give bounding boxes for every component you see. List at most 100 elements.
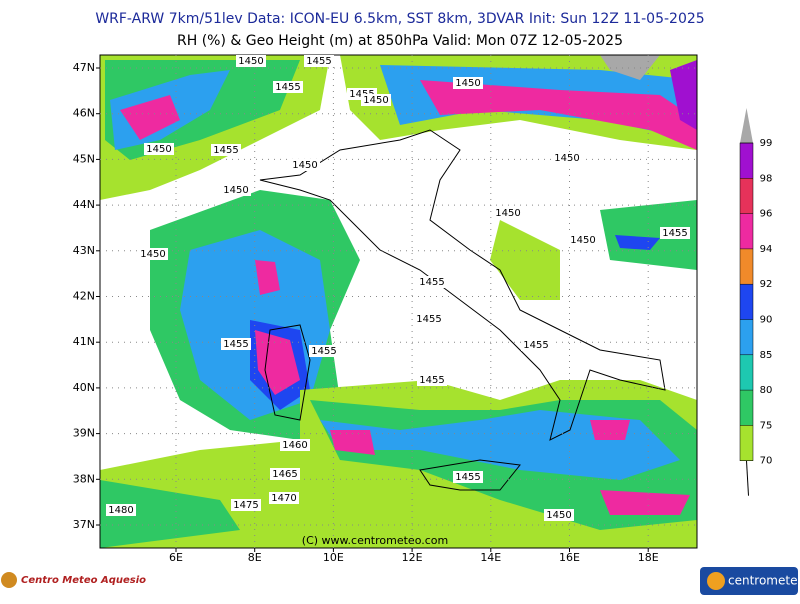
colorbar-segment [740, 354, 753, 391]
contour-label: 1455 [213, 145, 238, 156]
contour-label-bg [138, 248, 168, 260]
contour-label: 1450 [292, 160, 317, 171]
contour-label-bg [453, 77, 483, 89]
contour-label: 1450 [554, 153, 579, 164]
contour-label: 1465 [272, 469, 297, 480]
contour-label-bg [270, 468, 300, 480]
lon-label: 6E [169, 551, 183, 564]
lat-label: 40N [73, 381, 95, 394]
right-logo: centrometeo [700, 567, 800, 595]
contour-label-bg [568, 234, 598, 246]
contour-label: 1455 [416, 314, 441, 325]
contour-label: 1455 [455, 472, 480, 483]
lat-label: 44N [73, 198, 95, 211]
colorbar-tick-label: 94 [760, 244, 773, 255]
colorbar-segment [740, 178, 753, 214]
lon-label: 8E [248, 551, 262, 564]
contour-label-bg [660, 227, 690, 239]
contour-label: 1455 [419, 277, 444, 288]
colorbar-tick-label: 90 [760, 315, 773, 326]
contour-label-bg [309, 345, 339, 357]
left-logo-text: Centro Meteo Aquesio [21, 575, 146, 586]
contour-label: 1450 [223, 185, 248, 196]
map: (C) www.centrometeo.com [99, 54, 698, 549]
lat-label: 39N [73, 427, 95, 440]
subtitle: RH (%) & Geo Height (m) at 850hPa Valid:… [177, 33, 623, 49]
lat-label: 45N [73, 152, 95, 165]
contour-label: 1455 [311, 346, 336, 357]
contour-label-bg [414, 313, 444, 325]
contour-label: 1455 [523, 340, 548, 351]
contour-label-bg [453, 471, 483, 483]
colorbar-tick-label: 70 [760, 456, 773, 467]
contour-label-bg [273, 81, 303, 93]
colorbar-tick-label: 85 [760, 350, 773, 361]
contour-label: 1470 [271, 493, 296, 504]
contour-label: 1455 [223, 339, 248, 350]
contour-label: 1450 [546, 510, 571, 521]
contour-label-bg [231, 499, 261, 511]
lon-label: 14E [480, 551, 501, 564]
colorbar-tick-label: 99 [760, 138, 773, 149]
contour-label: 1450 [140, 249, 165, 260]
colorbar-segment [740, 284, 753, 320]
contour-label: 1450 [570, 235, 595, 246]
colorbar-segment [740, 390, 753, 426]
copyright: (C) www.centrometeo.com [302, 534, 448, 547]
colorbar-segment [740, 248, 753, 285]
lat-label: 41N [73, 335, 95, 348]
contour-label: 1450 [146, 144, 171, 155]
contour-label: 1450 [455, 78, 480, 89]
colorbar-over [740, 108, 753, 143]
contour-label-bg [552, 152, 582, 164]
lat-label: 46N [73, 107, 95, 120]
contour-label-bg [221, 338, 251, 350]
lon-label: 12E [402, 551, 423, 564]
colorbar-tick-label: 80 [760, 385, 773, 396]
right-logo-text: centrometeo [728, 574, 800, 588]
contour-label-bg [493, 207, 523, 219]
contour-label-bg [221, 184, 251, 196]
contour-label: 1450 [238, 56, 263, 67]
contour-label-bg [144, 143, 174, 155]
contour-label-bg [361, 94, 391, 106]
lat-label: 43N [73, 244, 95, 257]
contour-label: 1455 [306, 56, 331, 67]
lon-label: 10E [323, 551, 344, 564]
contour-label-bg [280, 439, 310, 451]
contour-label-bg [304, 55, 334, 67]
lat-label: 37N [73, 518, 95, 531]
contour-label-bg [106, 504, 136, 516]
colorbar-tick-label: 75 [760, 420, 773, 431]
lat-label: 47N [73, 61, 95, 74]
lon-label: 16E [559, 551, 580, 564]
colorbar-tick-label: 98 [760, 173, 773, 184]
colorbar-tick-label: 92 [760, 279, 773, 290]
lat-label: 38N [73, 472, 95, 485]
lat-label: 42N [73, 290, 95, 303]
contour-label-bg [544, 509, 574, 521]
colorbar-segment [740, 319, 753, 355]
contour-label: 1455 [662, 228, 687, 239]
contour-label-bg [236, 55, 266, 67]
colorbar-segment [740, 213, 753, 249]
contour-label: 1450 [495, 208, 520, 219]
colorbar-segment [740, 143, 753, 179]
colorbar-under [746, 460, 749, 496]
contour-label-bg [211, 144, 241, 156]
contour-label: 1480 [108, 505, 133, 516]
contour-label-bg [521, 339, 551, 351]
contour-label-bg [417, 276, 447, 288]
contour-label: 1455 [419, 375, 444, 386]
contour-label: 1460 [282, 440, 307, 451]
contour-label: 1450 [363, 95, 388, 106]
colorbar-tick-label: 96 [760, 209, 773, 220]
contour-label: 1475 [233, 500, 258, 511]
left-logo: Centro Meteo Aquesio [1, 572, 146, 588]
colorbar-segment [740, 425, 753, 461]
lon-label: 18E [638, 551, 659, 564]
contour-label-bg [417, 374, 447, 386]
title: WRF-ARW 7km/51lev Data: ICON-EU 6.5km, S… [95, 11, 704, 27]
contour-label: 1455 [275, 82, 300, 93]
